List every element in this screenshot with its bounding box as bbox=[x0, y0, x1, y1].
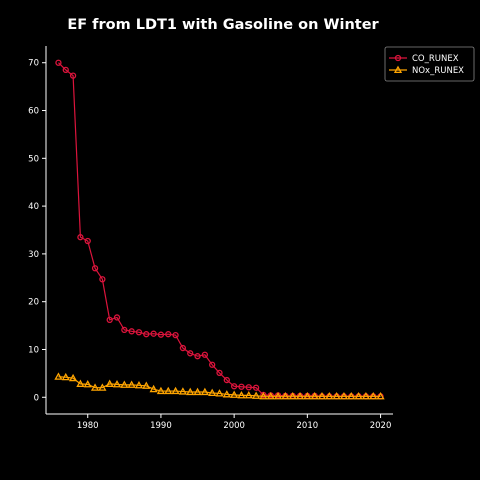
data-point-co-runex bbox=[150, 330, 157, 337]
x-tick-label: 1980 bbox=[77, 421, 99, 431]
data-point-nox-runex bbox=[317, 391, 327, 400]
data-point-nox-runex bbox=[251, 391, 261, 399]
data-point-co-runex bbox=[201, 351, 209, 358]
data-point-co-runex bbox=[121, 326, 128, 334]
data-point-nox-runex bbox=[376, 391, 385, 400]
legend-box bbox=[384, 46, 475, 82]
data-point-co-runex bbox=[69, 72, 77, 79]
data-point-nox-runex bbox=[332, 391, 341, 400]
data-point-co-runex bbox=[165, 331, 172, 338]
data-point-nox-runex bbox=[127, 380, 136, 388]
data-point-co-runex bbox=[106, 316, 113, 323]
y-tick-label: 20 bbox=[28, 298, 39, 308]
data-point-nox-runex bbox=[156, 386, 166, 395]
legend-label-nox-runex: NOx_RUNEX bbox=[412, 66, 464, 76]
data-point-co-runex bbox=[172, 331, 179, 339]
legend: CO_RUNEX NOx_RUNEX bbox=[384, 46, 475, 82]
data-point-nox-runex bbox=[105, 379, 114, 387]
legend-marker-nox-runex bbox=[393, 65, 403, 74]
data-point-co-runex bbox=[128, 328, 135, 335]
data-point-nox-runex bbox=[310, 391, 319, 400]
y-tick-label: 30 bbox=[28, 250, 39, 260]
data-point-nox-runex bbox=[134, 380, 144, 389]
data-point-nox-runex bbox=[76, 379, 85, 387]
data-point-co-runex bbox=[157, 331, 165, 338]
plot-area bbox=[54, 59, 385, 400]
data-point-nox-runex bbox=[266, 391, 275, 400]
data-point-nox-runex bbox=[171, 386, 180, 395]
y-tick-label: 0 bbox=[34, 393, 39, 403]
data-point-nox-runex bbox=[149, 384, 158, 393]
data-point-nox-runex bbox=[288, 391, 297, 400]
data-point-nox-runex bbox=[281, 391, 290, 400]
data-point-co-runex bbox=[55, 59, 62, 66]
data-point-co-runex bbox=[91, 265, 99, 272]
data-point-nox-runex bbox=[303, 391, 312, 400]
data-point-co-runex bbox=[238, 383, 245, 390]
data-point-nox-runex bbox=[83, 380, 92, 388]
data-point-co-runex bbox=[77, 234, 84, 241]
data-point-nox-runex bbox=[339, 391, 349, 400]
data-point-co-runex bbox=[84, 237, 91, 245]
data-point-co-runex bbox=[216, 369, 223, 377]
data-point-co-runex bbox=[230, 383, 238, 390]
data-point-nox-runex bbox=[186, 387, 195, 396]
data-point-nox-runex bbox=[90, 383, 100, 391]
series-line-co-runex bbox=[58, 62, 381, 397]
data-point-nox-runex bbox=[369, 391, 378, 400]
x-tick-label: 2000 bbox=[223, 421, 245, 431]
data-point-nox-runex bbox=[259, 391, 268, 400]
data-point-co-runex bbox=[245, 384, 252, 391]
data-point-nox-runex bbox=[273, 391, 283, 400]
data-point-nox-runex bbox=[54, 372, 63, 380]
data-point-nox-runex bbox=[112, 380, 122, 388]
data-point-nox-runex bbox=[178, 387, 188, 395]
data-point-nox-runex bbox=[230, 390, 239, 398]
data-point-nox-runex bbox=[222, 390, 231, 398]
data-point-nox-runex bbox=[361, 391, 371, 400]
chart-title: EF from LDT1 with Gasoline on Winter bbox=[67, 17, 379, 33]
data-point-co-runex bbox=[223, 376, 230, 384]
axes: 1980 1990 2000 2010 2020 0 10 20 30 40 50 60 70 bbox=[28, 46, 393, 431]
y-tick-label: 40 bbox=[28, 202, 39, 212]
data-point-co-runex bbox=[179, 344, 187, 352]
data-point-co-runex bbox=[194, 353, 201, 360]
data-point-co-runex bbox=[99, 276, 106, 283]
data-point-nox-runex bbox=[237, 391, 246, 399]
data-point-nox-runex bbox=[244, 391, 253, 399]
data-point-nox-runex bbox=[164, 386, 173, 395]
x-tick-label: 2010 bbox=[297, 421, 319, 431]
data-point-nox-runex bbox=[200, 387, 209, 396]
data-point-nox-runex bbox=[61, 372, 70, 381]
y-tick-label: 10 bbox=[28, 345, 39, 355]
data-point-nox-runex bbox=[142, 381, 151, 389]
legend-label-co-runex: CO_RUNEX bbox=[412, 54, 459, 64]
y-tick-label: 60 bbox=[28, 107, 39, 117]
x-tick-label: 1990 bbox=[150, 421, 172, 431]
data-point-nox-runex bbox=[120, 380, 129, 388]
data-point-co-runex bbox=[252, 384, 260, 391]
data-point-nox-runex bbox=[208, 388, 217, 397]
legend-marker-co-runex bbox=[394, 54, 402, 62]
data-point-nox-runex bbox=[193, 387, 202, 396]
data-point-co-runex bbox=[62, 66, 69, 74]
data-point-nox-runex bbox=[68, 373, 78, 382]
data-point-nox-runex bbox=[98, 383, 107, 391]
data-point-nox-runex bbox=[215, 389, 224, 397]
data-point-nox-runex bbox=[295, 391, 305, 400]
data-point-co-runex bbox=[187, 350, 194, 357]
y-tick-label: 70 bbox=[28, 59, 39, 69]
y-tick-label: 50 bbox=[28, 154, 39, 164]
data-point-nox-runex bbox=[325, 391, 334, 400]
data-point-co-runex bbox=[143, 331, 150, 338]
data-point-nox-runex bbox=[347, 391, 356, 400]
data-point-nox-runex bbox=[354, 391, 363, 400]
data-point-co-runex bbox=[113, 314, 121, 321]
data-point-co-runex bbox=[209, 361, 216, 368]
x-tick-label: 2020 bbox=[370, 421, 392, 431]
data-point-co-runex bbox=[135, 329, 143, 336]
